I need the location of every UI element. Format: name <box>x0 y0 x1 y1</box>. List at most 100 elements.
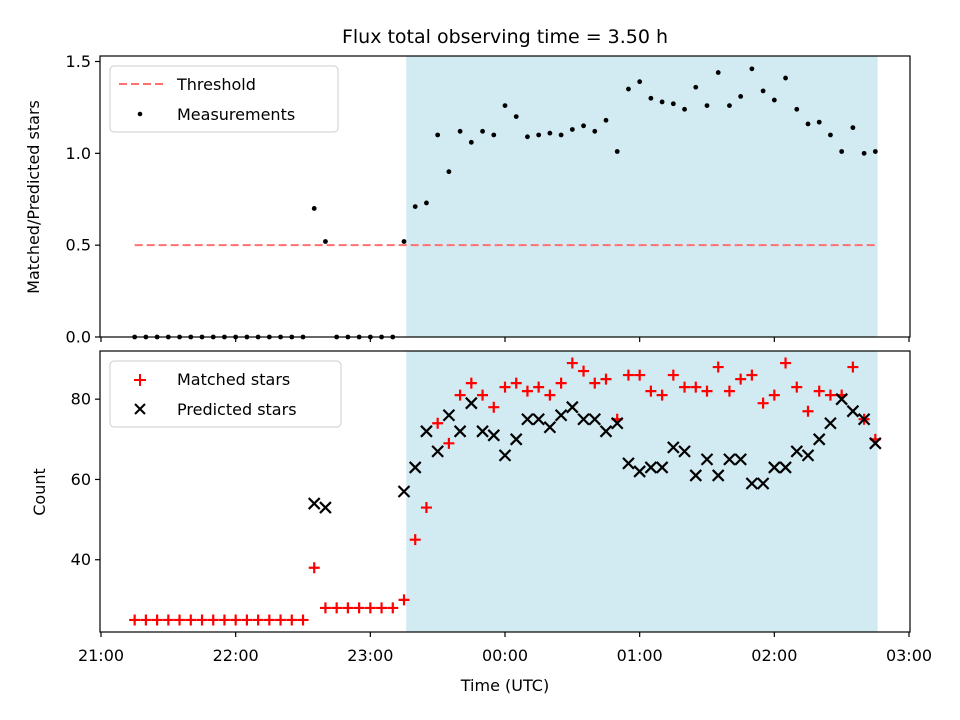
measurement-point <box>412 204 418 210</box>
matched-star-point <box>432 417 444 429</box>
matched-star-point <box>454 389 466 401</box>
matched-star-point <box>656 389 668 401</box>
measurement-point <box>480 128 485 134</box>
matched-star-point <box>510 377 522 389</box>
matched-star-point <box>297 614 309 626</box>
predicted-star-point <box>487 429 501 442</box>
measurement-point <box>727 103 732 108</box>
matched-star-point <box>230 614 242 626</box>
legend-matched-swatch <box>134 374 146 386</box>
matched-star-point <box>342 602 354 614</box>
x-axis-label: Time (UTC) <box>460 676 549 695</box>
matched-star-point <box>185 614 197 626</box>
measurement-point <box>738 94 744 99</box>
matched-star-point <box>420 502 432 514</box>
top-y-tick-label: 0.0 <box>66 328 91 347</box>
matched-star-point <box>319 602 331 614</box>
measurement-point <box>805 121 811 127</box>
matched-star-point <box>465 377 477 389</box>
matched-star-point <box>477 389 489 401</box>
predicted-star-point <box>644 461 658 474</box>
predicted-star-point <box>835 392 848 406</box>
matched-star-point <box>600 373 612 385</box>
measurement-point <box>547 130 553 136</box>
top-panel: 0.0 0.5 1.0 1.5 <box>66 52 911 347</box>
matched-star-point <box>746 369 758 381</box>
predicted-star-point <box>543 420 557 434</box>
measurement-point <box>424 200 429 206</box>
bottom-legend-box <box>109 360 342 428</box>
measurement-point <box>861 150 867 156</box>
predicted-star-point <box>846 404 860 418</box>
matched-star-point <box>275 614 287 626</box>
matched-star-point <box>802 405 814 417</box>
matched-star-point <box>353 602 365 614</box>
matched-star-point <box>376 602 388 614</box>
measurement-point <box>637 79 643 85</box>
matched-star-point <box>679 381 691 393</box>
matched-star-point <box>555 377 567 389</box>
matched-star-point <box>196 614 208 626</box>
legend-measurements-label: Measurements <box>177 105 295 124</box>
matched-star-point <box>151 614 163 626</box>
x-tick-label: 21:00 <box>78 646 124 665</box>
x-tick-label: 02:00 <box>751 646 797 665</box>
matched-star-point <box>387 602 399 614</box>
bottom-shaded-region <box>406 351 878 632</box>
matched-star-point <box>533 381 545 393</box>
top-y-tick-label: 0.5 <box>66 236 91 255</box>
measurement-point <box>682 106 687 112</box>
predicted-star-point <box>521 412 534 426</box>
matched-star-point <box>409 534 421 546</box>
matched-star-point <box>589 377 601 389</box>
measurement-point <box>693 84 699 90</box>
measurement-point <box>771 97 777 103</box>
matched-star-point <box>218 614 230 626</box>
predicted-star-point <box>420 425 433 438</box>
matched-star-point <box>308 562 320 574</box>
predicted-star-point <box>869 437 882 450</box>
matched-star-point <box>443 437 455 449</box>
matched-star-point <box>712 361 724 373</box>
bottom-y-tick-label: 60 <box>71 470 91 489</box>
measurement-point <box>513 114 519 120</box>
predicted-star-point <box>319 501 332 514</box>
x-tick-label: 01:00 <box>617 646 663 665</box>
bottom-legend: Matched stars Predicted stars <box>109 360 342 428</box>
predicted-star-point <box>397 485 411 498</box>
matched-star-point <box>701 385 713 397</box>
measurement-point <box>828 132 833 138</box>
predicted-star-point <box>689 469 703 482</box>
matched-star-point <box>364 602 376 614</box>
x-tick-label: 22:00 <box>213 646 259 665</box>
matched-star-point <box>263 614 275 626</box>
predicted-star-point <box>812 433 826 446</box>
bottom-panel: 40 60 80 21:00 22:00 23:00 00:00 01:00 02:00 03:0… <box>71 350 932 665</box>
predicted-star-point <box>779 461 792 474</box>
measurement-point <box>850 125 856 131</box>
measurement-point <box>783 75 788 81</box>
predicted-star-point <box>498 449 512 462</box>
bottom-y-axis-label: Count <box>30 468 49 516</box>
measurement-point <box>581 123 586 129</box>
measurement-point <box>659 99 665 105</box>
predicted-star-point <box>756 477 770 490</box>
measurement-point <box>872 149 878 154</box>
matched-star-point <box>174 614 186 626</box>
measurement-point <box>816 119 822 125</box>
predicted-star-point <box>599 425 613 438</box>
matched-star-point <box>634 369 646 381</box>
top-y-tick-label: 1.5 <box>66 52 91 71</box>
measurement-point <box>749 66 755 72</box>
predicted-star-point <box>307 497 321 510</box>
measurement-point <box>592 128 598 134</box>
predicted-star-point <box>566 400 579 414</box>
top-shaded-region <box>406 56 878 337</box>
matched-star-point <box>791 381 803 393</box>
top-legend-box <box>109 65 339 133</box>
matched-star-point <box>622 369 634 381</box>
matched-star-point <box>129 614 141 626</box>
matched-star-point <box>735 373 747 385</box>
measurement-point <box>401 239 407 244</box>
